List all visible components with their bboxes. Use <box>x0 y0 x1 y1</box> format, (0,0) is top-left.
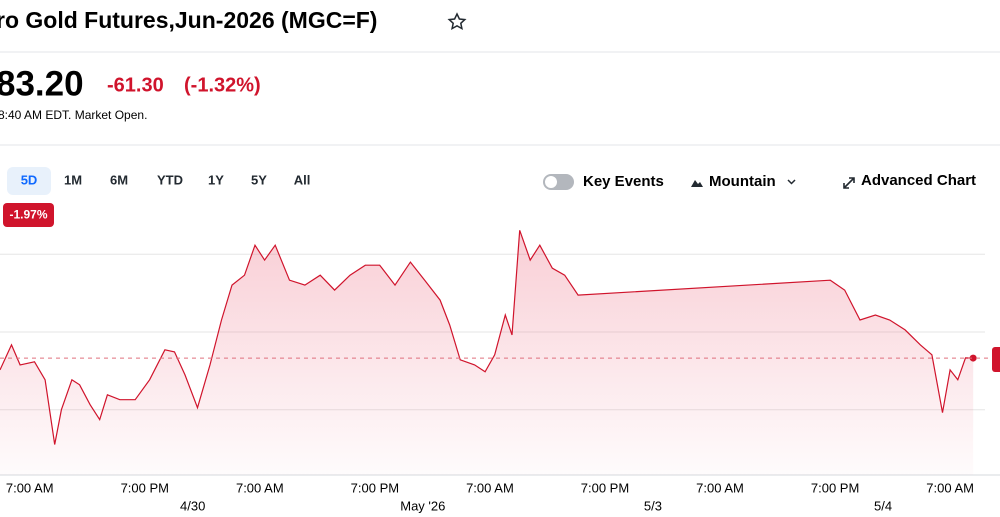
key-events[interactable]: Key Events <box>583 173 664 190</box>
date-tick-label: 5/3 <box>644 498 662 513</box>
x-tick-label: 7:00 PM <box>581 480 629 495</box>
chart-style[interactable]: Mountain <box>709 173 776 190</box>
x-tick-label: 7:00 AM <box>696 480 744 495</box>
expand-icon <box>843 177 855 189</box>
range-button[interactable]: 5D <box>21 172 38 187</box>
active-range-bg <box>7 167 51 195</box>
x-tick-label: 7:00 AM <box>236 480 284 495</box>
x-tick-label: 7:00 PM <box>351 480 399 495</box>
x-tick-label: 7:00 PM <box>121 480 169 495</box>
range-badge: -1.97% <box>9 208 47 222</box>
range-button[interactable]: 1Y <box>208 172 224 187</box>
area-fill <box>0 230 974 475</box>
title: ro Gold Futures,Jun-2026 (MGC=F) <box>0 7 377 33</box>
advanced-chart[interactable]: Advanced Chart <box>861 172 976 189</box>
x-tick-label: 7:00 AM <box>926 480 974 495</box>
range-button[interactable]: 1M <box>64 172 82 187</box>
watchlist-star[interactable] <box>447 12 467 31</box>
change-percent: (-1.32%) <box>184 74 261 96</box>
x-tick-label: 7:00 AM <box>466 480 514 495</box>
range-button[interactable]: 5Y <box>251 172 267 187</box>
x-tick-label: 7:00 PM <box>811 480 859 495</box>
range-button[interactable]: All <box>294 172 311 187</box>
range-badge-bg <box>3 203 54 227</box>
price-line <box>0 230 974 445</box>
range-button[interactable]: YTD <box>157 172 183 187</box>
change: -61.30 <box>107 74 164 96</box>
chevron <box>787 179 796 185</box>
date-tick-label: 4/30 <box>180 498 205 513</box>
mountain-icon <box>691 180 703 187</box>
last-point <box>969 354 977 362</box>
x-tick-label: 7:00 AM <box>6 480 54 495</box>
market-status: 8:40 AM EDT. Market Open. <box>0 108 147 122</box>
date-tick-label: 5/4 <box>874 498 892 513</box>
date-tick-label: May '26 <box>400 498 445 513</box>
toggle-knob <box>545 176 557 188</box>
price-flag <box>992 347 1000 372</box>
range-button[interactable]: 6M <box>110 172 128 187</box>
price: 83.20 <box>0 64 84 103</box>
